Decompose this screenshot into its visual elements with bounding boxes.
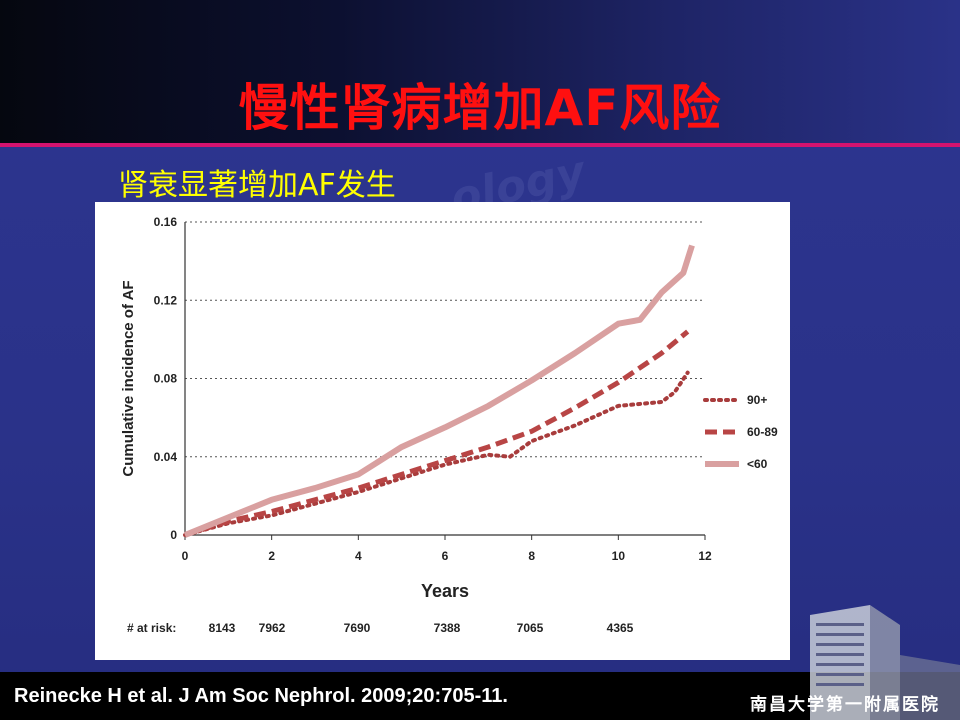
at-risk-value: 7388 — [434, 621, 461, 635]
hospital-name: 南昌大学第一附属医院 — [750, 695, 940, 715]
af-incidence-chart: 0 0.04 0.08 0.12 0.16 0 2 4 6 8 10 12 Years Cumulativ… — [120, 215, 778, 635]
slide-title: 慢性肾病增加AF风险 — [238, 79, 722, 137]
y-tick-label: 0.16 — [154, 215, 178, 229]
hospital-building-logo — [810, 605, 960, 720]
at-risk-value: 7065 — [517, 621, 544, 635]
at-risk-value: 4365 — [607, 621, 634, 635]
x-tick-label: 10 — [612, 549, 626, 563]
at-risk-value: 8143 — [209, 621, 236, 635]
at-risk-value: 7690 — [344, 621, 371, 635]
legend-label: 60-89 — [747, 425, 778, 439]
y-tick-label: 0 — [170, 528, 177, 542]
chart-panel: 0 0.04 0.08 0.12 0.16 0 2 4 6 8 10 12 Years Cumulativ… — [95, 202, 790, 660]
x-tick-label: 2 — [268, 549, 275, 563]
y-tick-label: 0.12 — [154, 293, 178, 307]
footer-bar — [0, 672, 960, 720]
citation-text: Reinecke H et al. J Am Soc Nephrol. 2009… — [14, 685, 508, 707]
x-tick-label: 4 — [355, 549, 362, 563]
x-tick-label: 8 — [528, 549, 535, 563]
x-tick-label: 6 — [442, 549, 449, 563]
at-risk-value: 7962 — [259, 621, 286, 635]
x-axis-label: Years — [421, 581, 469, 601]
series-line-0 — [183, 370, 690, 537]
title-divider — [0, 143, 960, 147]
y-tick-label: 0.04 — [154, 450, 178, 464]
series-line-1 — [184, 329, 690, 538]
title-band — [0, 0, 960, 143]
legend-label: 90+ — [747, 393, 767, 407]
at-risk-label: # at risk: — [127, 621, 176, 635]
y-axis-label: Cumulative incidence of AF — [120, 280, 137, 476]
x-tick-label: 0 — [182, 549, 189, 563]
y-tick-label: 0.08 — [154, 372, 178, 386]
slide-subtitle: 肾衰显著增加AF发生 — [118, 168, 396, 203]
x-tick-label: 12 — [698, 549, 712, 563]
legend-label: <60 — [747, 457, 768, 471]
series-line-2 — [183, 244, 695, 538]
